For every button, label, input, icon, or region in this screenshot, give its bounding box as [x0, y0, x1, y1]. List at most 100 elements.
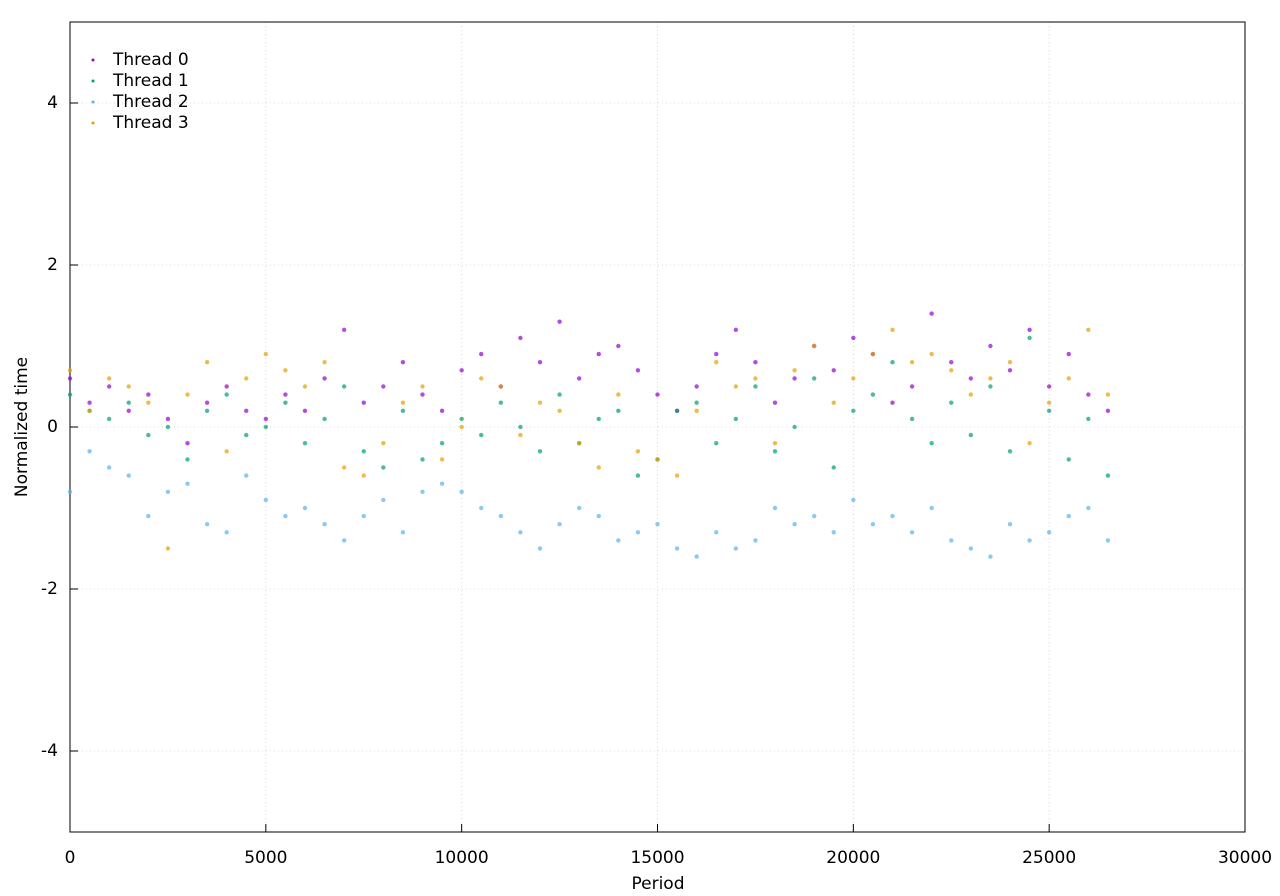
scatter-point [185, 392, 190, 397]
scatter-point [1046, 408, 1052, 413]
scatter-point [87, 400, 92, 405]
scatter-point [224, 392, 229, 397]
x-tick-label: 30000 [1218, 848, 1272, 868]
scatter-point [635, 368, 641, 373]
scatter-point [361, 400, 366, 405]
scatter-point [1105, 392, 1111, 397]
scatter-point [596, 513, 601, 519]
legend-label: Thread 0 [112, 50, 189, 70]
scatter-point [557, 522, 562, 527]
scatter-point [655, 392, 660, 397]
x-tick-label: 25000 [1022, 848, 1076, 868]
scatter-point [302, 384, 308, 389]
scatter-point [714, 441, 719, 446]
scatter-point [733, 546, 739, 551]
scatter-point [283, 400, 288, 405]
scatter-point [263, 351, 269, 357]
legend-marker [91, 58, 95, 62]
scatter-point [772, 400, 778, 405]
scatter-point [694, 408, 699, 413]
scatter-point [1086, 505, 1091, 511]
scatter-point [224, 530, 229, 535]
x-tick-label: 20000 [826, 848, 880, 868]
scatter-point [400, 360, 406, 365]
scatter-point [988, 554, 993, 559]
scatter-point [67, 489, 73, 494]
scatter-point [596, 465, 601, 470]
scatter-point [1027, 441, 1032, 446]
scatter-point [263, 497, 269, 503]
scatter-point [106, 384, 112, 389]
scatter-point [557, 392, 562, 397]
scatter-point [400, 400, 406, 405]
scatter-point [341, 465, 347, 470]
scatter-point [165, 416, 171, 422]
scatter-point [616, 392, 621, 397]
scatter-point [459, 368, 464, 373]
scatter-point [576, 505, 582, 511]
scatter-point [420, 457, 425, 462]
scatter-point [283, 368, 288, 373]
scatter-point [674, 546, 680, 551]
scatter-point [400, 530, 406, 535]
scatter-point [811, 343, 817, 349]
scatter-point [635, 530, 641, 535]
x-axis-label: Period [631, 874, 684, 894]
scatter-point [772, 505, 778, 511]
scatter-point [949, 360, 954, 365]
scatter-point [146, 400, 151, 405]
scatter-point [753, 384, 758, 389]
scatter-point [988, 384, 993, 389]
scatter-point [890, 360, 895, 365]
scatter-point [557, 408, 562, 413]
scatter-point [459, 424, 464, 430]
scatter-point [635, 473, 641, 478]
scatter-point [322, 416, 327, 422]
scatter-point [361, 473, 366, 478]
scatter-point [302, 441, 308, 446]
scatter-point [1027, 327, 1032, 332]
scatter-point [165, 546, 171, 551]
scatter-point [851, 497, 856, 503]
scatter-point [968, 432, 974, 438]
scatter-point [518, 530, 523, 535]
scatter-point [1105, 408, 1111, 413]
scatter-point [361, 449, 366, 454]
scatter-point [518, 335, 523, 341]
scatter-point [224, 384, 229, 389]
scatter-point [1027, 538, 1032, 543]
scatter-point [439, 457, 445, 462]
scatter-point [714, 351, 719, 357]
scatter-point [537, 546, 543, 551]
scatter-point [537, 360, 543, 365]
scatter-point [890, 400, 895, 405]
legend-label: Thread 3 [112, 113, 189, 133]
scatter-point [1066, 351, 1071, 357]
scatter-point [557, 319, 562, 324]
scatter-point [1086, 392, 1091, 397]
scatter-point [949, 538, 954, 543]
scatter-point [87, 408, 92, 413]
scatter-point [655, 457, 660, 462]
scatter-point [1066, 376, 1071, 381]
scatter-point [204, 360, 210, 365]
scatter-point [1007, 522, 1013, 527]
scatter-point [1046, 530, 1052, 535]
scatter-point [772, 449, 778, 454]
scatter-point [733, 416, 739, 422]
scatter-point [753, 360, 758, 365]
scatter-point [811, 376, 817, 381]
scatter-point [714, 360, 719, 365]
scatter-point [67, 392, 73, 397]
legend-marker [91, 79, 95, 83]
x-tick-label: 5000 [244, 848, 287, 868]
scatter-point [420, 489, 425, 494]
scatter-point [968, 376, 974, 381]
scatter-point [244, 408, 249, 413]
scatter-point [870, 351, 876, 357]
scatter-point [146, 513, 151, 519]
scatter-point [753, 538, 758, 543]
scatter-point [146, 392, 151, 397]
scatter-point [244, 473, 249, 478]
scatter-point [655, 522, 660, 527]
